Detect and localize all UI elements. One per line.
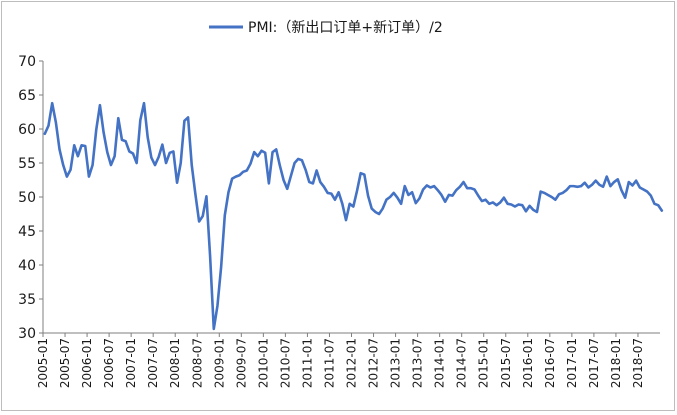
y-axis: 30 35 40 45 50 55 60 65 70 bbox=[18, 54, 44, 342]
x-tick-label: 2012-01 bbox=[345, 338, 359, 388]
y-tick-label: 70 bbox=[18, 54, 36, 70]
y-tick-label: 45 bbox=[18, 224, 36, 240]
y-tick-label: 50 bbox=[18, 190, 36, 206]
x-tick-label: 2013-07 bbox=[411, 338, 425, 388]
x-tick-label: 2014-01 bbox=[433, 338, 447, 388]
x-tick-label: 2015-07 bbox=[499, 338, 513, 388]
x-tick-label: 2015-01 bbox=[477, 338, 491, 388]
x-axis: 2005-01 2005-07 2006-01 2006-07 2007-01 2007-… bbox=[36, 332, 660, 388]
x-tick-label: 2011-07 bbox=[322, 338, 336, 388]
series-line-0 bbox=[43, 101, 664, 331]
x-tick-label: 2014-07 bbox=[455, 338, 469, 388]
x-tick-label: 2006-07 bbox=[102, 338, 116, 388]
legend-label: PMI:（新出口订单+新订单）/2 bbox=[248, 20, 443, 36]
x-tick-label: 2009-01 bbox=[212, 338, 226, 388]
x-tick-label: 2010-07 bbox=[278, 338, 292, 388]
y-tick-label: 40 bbox=[18, 258, 36, 274]
x-tick-label: 2017-07 bbox=[587, 338, 601, 388]
y-tick-label: 55 bbox=[18, 156, 36, 172]
x-tick-label: 2011-01 bbox=[300, 338, 314, 388]
x-tick-label: 2013-01 bbox=[389, 338, 403, 388]
legend: PMI:（新出口订单+新订单）/2 bbox=[209, 20, 443, 36]
x-tick-label: 2009-07 bbox=[234, 338, 248, 388]
x-tick-label: 2007-07 bbox=[146, 338, 160, 388]
x-tick-label: 2018-07 bbox=[631, 338, 645, 388]
x-tick-label: 2016-01 bbox=[521, 338, 535, 388]
x-tick-label: 2017-01 bbox=[565, 338, 579, 388]
y-tick-label: 30 bbox=[18, 326, 36, 342]
plot-area bbox=[43, 101, 664, 331]
y-tick-label: 60 bbox=[18, 122, 36, 138]
x-tick-label: 2005-07 bbox=[58, 338, 72, 388]
x-tick-label: 2005-01 bbox=[36, 338, 50, 388]
x-tick-label: 2006-01 bbox=[80, 338, 94, 388]
x-tick-label: 2008-01 bbox=[168, 338, 182, 388]
x-tick-label: 2012-07 bbox=[367, 338, 381, 388]
y-tick-label: 35 bbox=[18, 292, 36, 308]
x-tick-label: 2018-01 bbox=[609, 338, 623, 388]
y-tick-label: 65 bbox=[18, 88, 36, 104]
x-tick-label: 2016-07 bbox=[543, 338, 557, 388]
x-tick-label: 2007-01 bbox=[124, 338, 138, 388]
x-tick-label: 2008-07 bbox=[190, 338, 204, 388]
x-tick-label: 2010-01 bbox=[256, 338, 270, 388]
